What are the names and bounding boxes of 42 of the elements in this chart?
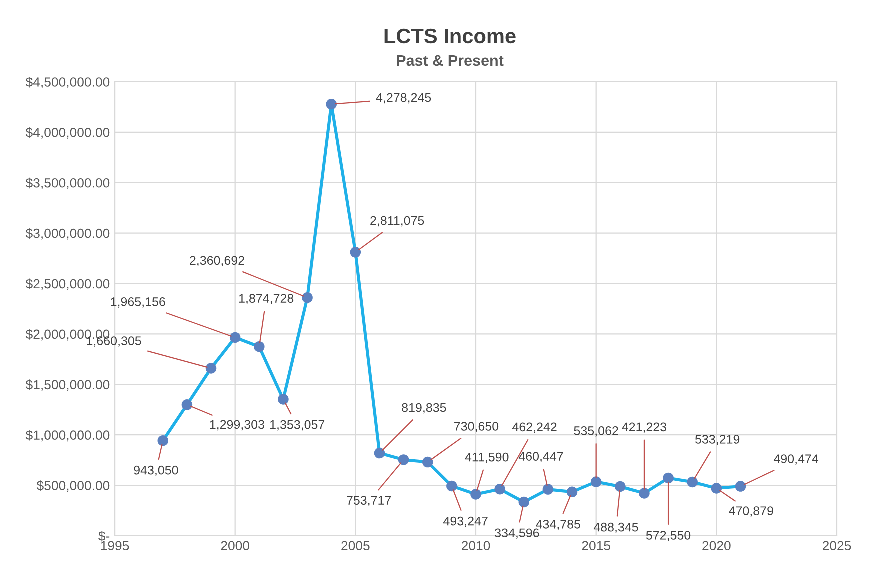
data-label: 460,447	[518, 452, 564, 462]
data-label: 1,353,057	[270, 420, 325, 431]
x-tick-label: 1995	[101, 541, 130, 551]
chart-title: LCTS Income	[384, 28, 516, 44]
data-label: 819,835	[402, 403, 446, 414]
data-label: 533,219	[696, 435, 740, 446]
data-label: 411,590	[465, 452, 509, 464]
y-tick-label: $4,500,000.00	[26, 77, 110, 88]
y-tick-label: $3,500,000.00	[26, 178, 110, 190]
x-tick-label: 2010	[462, 541, 490, 551]
y-tick-label: $3,000,000.00	[26, 228, 110, 240]
data-label: 1,965,156	[111, 298, 166, 308]
data-label: 470,879	[729, 506, 774, 517]
data-label: 334,596	[495, 528, 540, 540]
data-label: 493,247	[444, 516, 488, 528]
x-tick-label: 2005	[342, 541, 370, 551]
y-tick-label: $1,500,000.00	[26, 380, 110, 392]
data-label: 2,811,075	[370, 216, 424, 227]
chart-subtitle: Past & Present	[397, 55, 504, 66]
x-tick-label: 2020	[702, 541, 731, 551]
data-label: 434,785	[536, 520, 580, 530]
data-label: 2,360,692	[190, 256, 244, 267]
y-tick-label: $-	[98, 531, 110, 542]
y-tick-label: $2,500,000.00	[26, 278, 110, 290]
data-label: 421,223	[622, 422, 667, 434]
data-label: 490,474	[774, 454, 819, 465]
x-tick-label: 2000	[221, 541, 250, 551]
data-label: 572,550	[646, 531, 691, 542]
y-tick-label: $500,000.00	[36, 480, 110, 492]
data-label: 730,650	[454, 422, 499, 432]
data-label: 1,299,303	[210, 420, 264, 431]
data-label: 462,242	[512, 422, 557, 434]
x-tick-label: 2015	[582, 541, 610, 551]
data-label: 4,278,245	[376, 93, 432, 104]
x-tick-label: 2025	[822, 541, 852, 551]
data-label: 535,062	[574, 426, 618, 437]
data-label: 753,717	[347, 496, 392, 506]
data-label: 943,050	[134, 466, 178, 476]
y-tick-label: $1,000,000.00	[26, 430, 110, 442]
y-tick-label: $4,000,000.00	[26, 127, 110, 139]
data-label: 488,345	[594, 522, 638, 534]
data-label: 1,874,728	[239, 294, 294, 304]
